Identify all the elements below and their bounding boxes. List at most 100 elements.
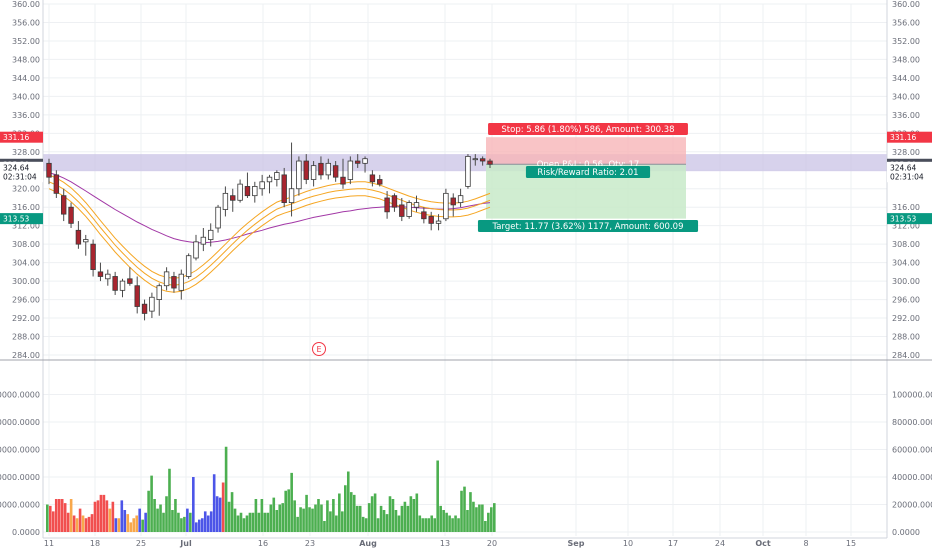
volume-bar [46, 504, 49, 532]
volume-bar [51, 511, 55, 532]
price-tag-left: 313.53 [3, 215, 29, 224]
position-zones[interactable] [43, 137, 887, 219]
candle-body [332, 165, 339, 178]
candle-body [406, 202, 412, 217]
price-tick-left: 284.00 [12, 351, 40, 360]
price-tick-right: 340.00 [892, 92, 920, 101]
volume-tick-left: 40000.0000 [0, 473, 40, 482]
time-tick-label: 11 [44, 539, 54, 548]
earnings-marker[interactable]: E [312, 342, 326, 356]
volume-bar [254, 499, 258, 532]
price-tick-left: 296.00 [12, 296, 40, 305]
volume-bar [224, 446, 228, 532]
price-tick-left: 300.00 [12, 277, 40, 286]
volume-bar [317, 499, 320, 532]
time-tick-label: Aug [359, 539, 377, 548]
candle-body [53, 174, 60, 194]
candle-body [347, 160, 354, 180]
volume-bar [135, 515, 138, 532]
candle-body [377, 179, 383, 185]
candle-body [310, 165, 317, 180]
volume-bar [192, 477, 195, 532]
volume-bar [275, 510, 279, 532]
volume-bar [230, 492, 234, 532]
volume-bar [326, 500, 329, 532]
volume-bar [430, 515, 434, 532]
volume-bar [233, 508, 237, 532]
candle-body [450, 197, 456, 206]
volume-bar [242, 518, 246, 532]
candle-body [185, 255, 192, 277]
price-tick-left: 348.00 [12, 55, 40, 64]
volume-bar [424, 518, 428, 532]
price-tick-right: 284.00 [892, 351, 920, 360]
candle-body [149, 296, 155, 312]
volume-bar [382, 510, 386, 532]
volume-bar [385, 514, 389, 532]
time-tick-label: 25 [136, 539, 146, 548]
volume-bar [394, 510, 398, 532]
volume-tick-right: 20000.0000 [892, 501, 932, 510]
price-tag-bg [887, 131, 932, 143]
volume-bar [296, 516, 299, 532]
candle-body [479, 158, 486, 162]
volume-bar [212, 474, 216, 532]
price-tick-left: 316.00 [12, 203, 40, 212]
price-tick-right: 328.00 [892, 148, 920, 157]
volume-bar [48, 505, 52, 532]
volume-bar [346, 471, 350, 532]
candle-body [252, 186, 258, 197]
volume-bar [168, 468, 171, 532]
price-tick-left: 312.00 [12, 222, 40, 231]
volume-bar [269, 504, 273, 532]
price-tag-right: 324.64 [890, 163, 916, 172]
price-tick-left: 304.00 [12, 259, 40, 268]
candle-body [207, 229, 214, 240]
volume-bar [215, 496, 219, 532]
price-tag-left: 02:31:04 [3, 173, 37, 182]
volume-bar [144, 512, 147, 532]
volume-bar [129, 522, 133, 532]
price-tick-right: 288.00 [892, 333, 920, 342]
candle-body [193, 241, 199, 259]
volume-bar [263, 512, 267, 532]
risk-reward-label: Risk/Reward Ratio: 2.01 [537, 168, 638, 178]
volume-tick-right: 60000.0000 [892, 446, 932, 455]
candle-body [274, 172, 280, 180]
volume-bar [218, 497, 222, 532]
earnings-circle [312, 342, 326, 356]
candle-body [61, 195, 67, 215]
price-tag-left: 324.64 [3, 163, 29, 172]
candle-body [421, 211, 427, 220]
time-tick-label: 17 [668, 539, 678, 548]
volume-bar [338, 493, 341, 532]
candle-body [296, 160, 302, 190]
volume-bar [323, 521, 326, 532]
price-tag-bg [0, 161, 43, 173]
candle-body [384, 197, 390, 213]
volume-bar [60, 499, 64, 532]
volume-tick-left: 60000.0000 [0, 446, 40, 455]
volume-bar [257, 512, 261, 532]
time-tick-label: 10 [623, 539, 633, 548]
price-tag-right: 02:31:04 [890, 173, 924, 182]
price-tick-left: 344.00 [12, 74, 40, 83]
volume-bar [287, 489, 290, 532]
price-tag-bg [887, 161, 932, 173]
time-tick-label: 20 [487, 539, 497, 548]
volume-bar [299, 507, 302, 532]
volume-bar [472, 501, 475, 532]
volume-bar [108, 508, 112, 532]
price-tick-left: 352.00 [12, 37, 40, 46]
volume-bar [475, 507, 478, 532]
volume-bar [138, 508, 141, 532]
volume-bar [290, 472, 293, 532]
price-tag-bg [0, 171, 43, 183]
volume-tick-left: 80000.0000 [0, 418, 40, 427]
candle-body [443, 192, 449, 220]
volume-bar [174, 499, 177, 532]
time-tick-label: 24 [715, 539, 725, 548]
price-tags: 331.16331.16325.30325.30324.64324.6402:3… [0, 131, 932, 225]
candle-body [222, 192, 229, 210]
